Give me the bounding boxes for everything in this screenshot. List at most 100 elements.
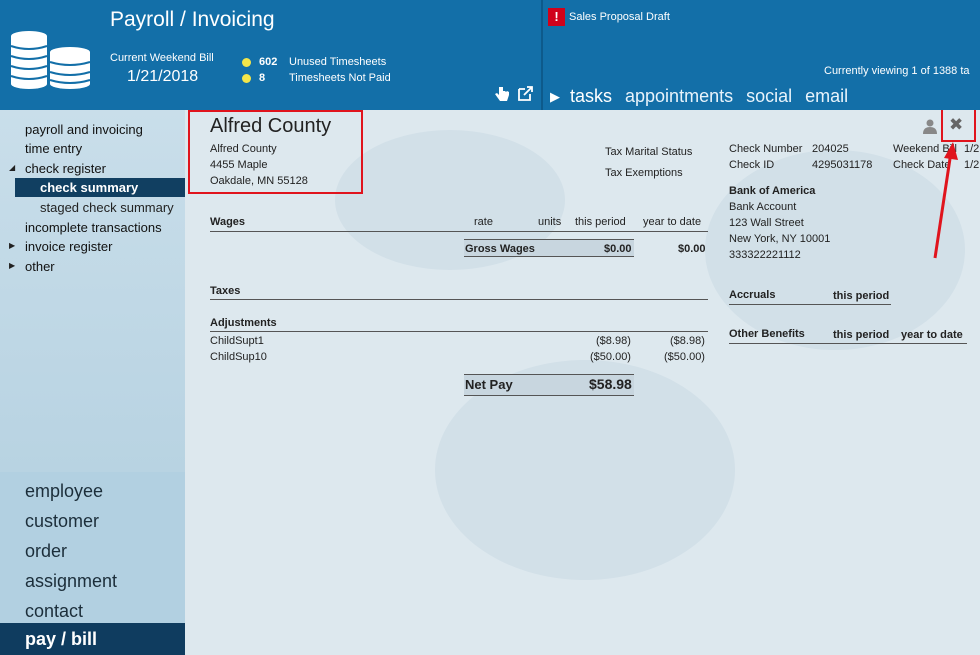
- divider: [464, 374, 634, 375]
- adjustments-label: Adjustments: [210, 317, 277, 329]
- nav-order[interactable]: order: [25, 541, 68, 561]
- other-benefits-this-period: this period: [833, 329, 890, 341]
- play-icon[interactable]: ▶: [550, 88, 560, 104]
- expanded-arrow-icon[interactable]: ◢: [9, 163, 16, 172]
- taxes-label: Taxes: [210, 285, 241, 297]
- alert-text[interactable]: Sales Proposal Draft: [569, 11, 670, 23]
- net-pay-value: $58.98: [589, 376, 632, 392]
- current-bill-date: 1/21/2018: [127, 68, 199, 85]
- wages-label: Wages: [210, 216, 246, 228]
- address-line-2: 4455 Maple: [210, 159, 268, 171]
- gross-wages-period: $0.00: [604, 243, 632, 255]
- tax-marital-status-label: Tax Marital Status: [605, 146, 693, 158]
- check-summary-panel: Alfred County Alfred County 4455 Maple O…: [185, 110, 980, 655]
- gross-wages-row: [464, 239, 634, 256]
- tab-social[interactable]: social: [746, 86, 793, 106]
- adjustment-ytd: ($50.00): [664, 351, 705, 363]
- status-dot-icon: [242, 57, 251, 67]
- divider: [210, 231, 708, 232]
- sidebar-item-staged-check-summary[interactable]: staged check summary: [40, 200, 174, 215]
- header-divider: [541, 0, 543, 110]
- coins-stack-icon: [10, 31, 91, 89]
- nav-employee[interactable]: employee: [25, 481, 104, 501]
- check-number-label: Check Number: [729, 143, 803, 155]
- app-title: Payroll / Invoicing: [110, 8, 275, 31]
- weekend-bill-label: Weekend Bill: [893, 143, 957, 155]
- unused-timesheets-stat[interactable]: 602 Unused Timesheets: [242, 56, 386, 68]
- background-splash: [435, 360, 735, 580]
- nav-assignment[interactable]: assignment: [25, 571, 118, 591]
- bank-city: New York, NY 10001: [729, 233, 831, 245]
- check-date-value: 1/2: [964, 159, 980, 171]
- person-icon[interactable]: [922, 118, 938, 134]
- divider: [464, 395, 634, 396]
- hand-pointer-icon[interactable]: [493, 85, 511, 103]
- adjustment-period: ($50.00): [590, 351, 631, 363]
- net-pay-label: Net Pay: [465, 377, 513, 392]
- bank-account-label: Bank Account: [729, 201, 797, 213]
- timesheets-not-paid-stat[interactable]: 8 Timesheets Not Paid: [242, 72, 391, 84]
- stat-label: Timesheets Not Paid: [289, 72, 391, 84]
- col-year-to-date: year to date: [643, 216, 702, 228]
- col-rate: rate: [474, 216, 493, 228]
- app-header: Payroll / Invoicing Current Weekend Bill…: [0, 0, 980, 110]
- col-units: units: [538, 216, 562, 228]
- sidebar-item-invoice-register[interactable]: invoice register: [25, 239, 113, 254]
- adjustment-period: ($8.98): [596, 335, 631, 347]
- collapsed-arrow-icon[interactable]: ▶: [9, 241, 16, 250]
- weekend-bill-value: 1/2: [964, 143, 980, 155]
- net-pay-row: [464, 374, 634, 395]
- other-benefits-ytd: year to date: [901, 329, 963, 341]
- stat-count: 602: [259, 56, 278, 68]
- bank-name: Bank of America: [729, 185, 816, 197]
- divider: [729, 304, 891, 305]
- divider: [210, 331, 708, 332]
- annotation-arrow-icon: [933, 142, 958, 259]
- highlight-box: [941, 110, 976, 142]
- nav-customer[interactable]: customer: [25, 511, 100, 531]
- highlight-box: [188, 110, 363, 194]
- tab-appointments[interactable]: appointments: [625, 86, 734, 106]
- company-name: Alfred County: [210, 115, 332, 137]
- address-line-3: Oakdale, MN 55128: [210, 175, 308, 187]
- nav-label: pay / bill: [25, 629, 98, 649]
- adjustment-ytd: ($8.98): [670, 335, 705, 347]
- popout-icon[interactable]: [516, 85, 534, 103]
- gross-wages-ytd: $0.00: [678, 243, 706, 255]
- divider: [210, 299, 708, 300]
- sidebar-item-time-entry[interactable]: time entry: [25, 141, 83, 156]
- sidebar-item-check-register[interactable]: check register: [25, 161, 106, 176]
- sidebar-item-check-summary[interactable]: check summary: [15, 178, 200, 197]
- tax-exemptions-label: Tax Exemptions: [605, 167, 683, 179]
- col-this-period: this period: [575, 216, 626, 228]
- accruals-this-period: this period: [833, 290, 890, 302]
- other-benefits-label: Other Benefits: [729, 328, 805, 340]
- stat-label: Unused Timesheets: [289, 56, 387, 68]
- bank-street: 123 Wall Street: [729, 217, 804, 229]
- bank-routing: 333322221112: [729, 249, 801, 261]
- sidebar-item-payroll-and-invoicing[interactable]: payroll and invoicing: [25, 122, 143, 137]
- tab-email[interactable]: email: [805, 86, 849, 106]
- check-date-label: Check Date: [893, 159, 951, 171]
- adjustment-name: ChildSupt1: [210, 335, 264, 347]
- tab-tasks[interactable]: tasks: [570, 86, 613, 106]
- gross-wages-label: Gross Wages: [465, 243, 535, 255]
- sidebar-item-incomplete-transactions[interactable]: incomplete transactions: [25, 220, 162, 235]
- sidebar-item-other[interactable]: other: [25, 259, 55, 274]
- close-icon[interactable]: ✖: [949, 115, 964, 134]
- activity-tabs: ▶ tasks appointments social email: [550, 86, 861, 107]
- check-id-value: 4295031178: [812, 159, 873, 171]
- background-splash: [705, 150, 965, 350]
- header-left: Payroll / Invoicing Current Weekend Bill…: [0, 0, 541, 110]
- nav-contact[interactable]: contact: [25, 601, 84, 621]
- divider: [729, 343, 967, 344]
- accruals-label: Accruals: [729, 289, 776, 301]
- collapsed-arrow-icon[interactable]: ▶: [9, 261, 16, 270]
- adjustment-name: ChildSup10: [210, 351, 267, 363]
- viewing-count: Currently viewing 1 of 1388 ta: [824, 65, 970, 77]
- stat-count: 8: [259, 72, 266, 84]
- nav-pay-bill[interactable]: pay / bill: [0, 623, 200, 655]
- status-dot-icon: [242, 73, 251, 83]
- sidebar-item-label: check summary: [40, 180, 139, 195]
- alert-icon[interactable]: !: [548, 8, 565, 26]
